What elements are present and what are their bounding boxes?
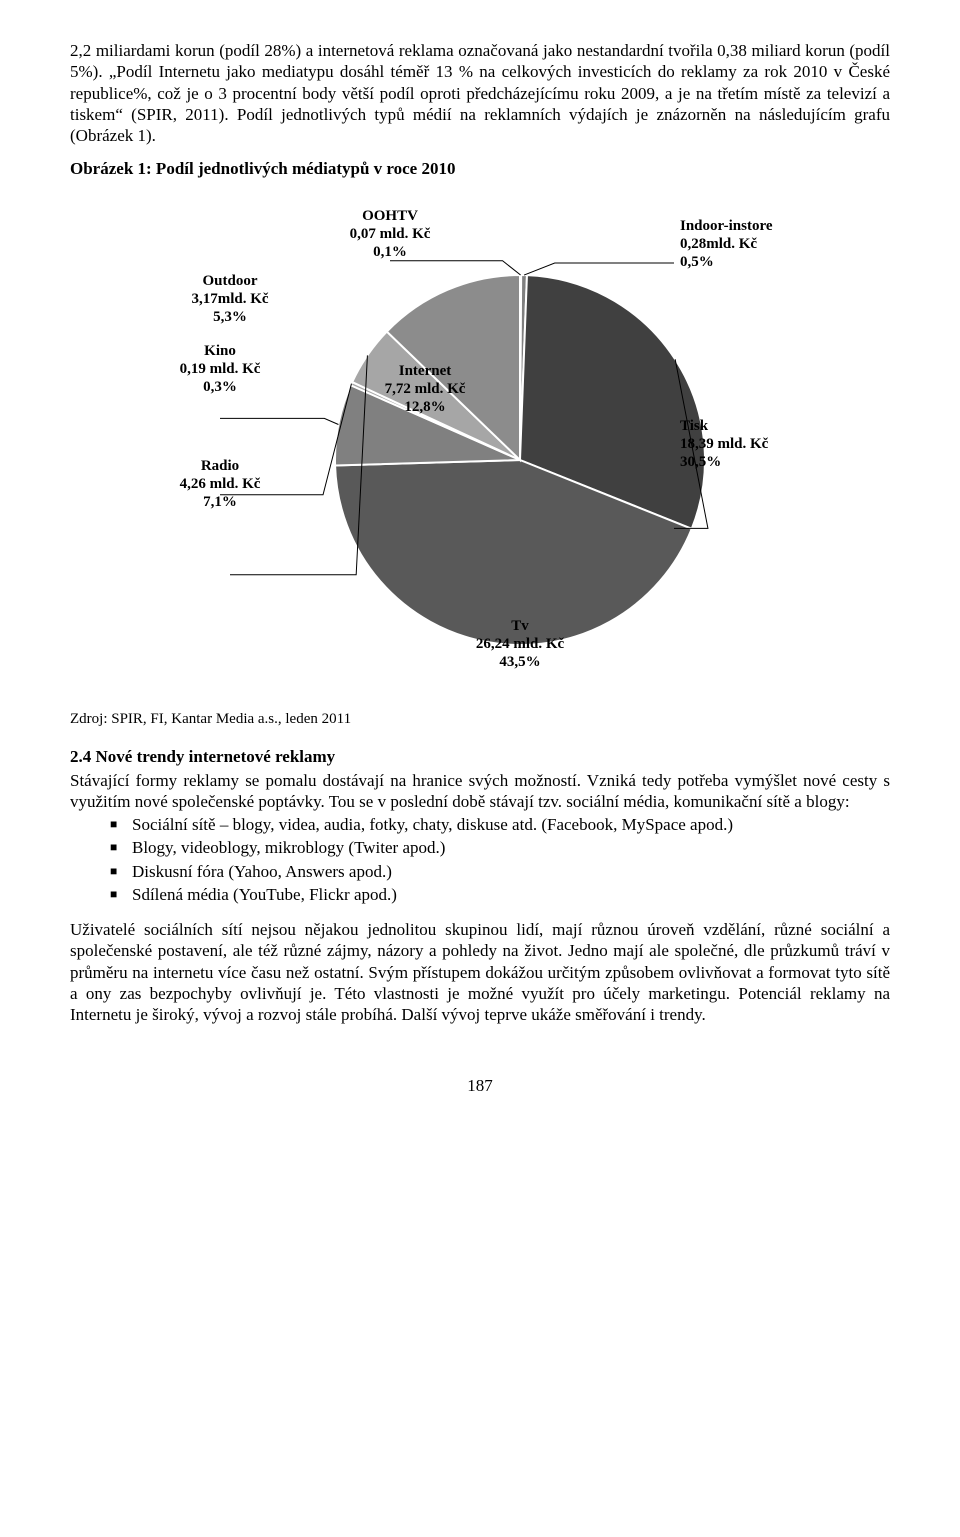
svg-text:0,5%: 0,5% [680, 254, 714, 270]
svg-text:Indoor-instore: Indoor-instore [680, 218, 773, 234]
svg-text:0,3%: 0,3% [203, 379, 237, 395]
svg-text:7,1%: 7,1% [203, 494, 237, 510]
svg-text:Tv: Tv [511, 618, 529, 634]
svg-text:5,3%: 5,3% [213, 309, 247, 325]
leader-radio [220, 418, 338, 424]
pie-chart-container: OOHTV 0,07 mld. Kč 0,1% Indoor-instore 0,28m… [70, 200, 890, 680]
pie-label-oohtv: OOHTV 0,07 mld. Kč 0,1% [350, 208, 431, 260]
leader-oohtv [390, 260, 521, 274]
pie-label-outdoor: Outdoor 3,17mld. Kč 5,3% [191, 273, 268, 325]
svg-text:0,28mld. Kč: 0,28mld. Kč [680, 236, 757, 252]
svg-text:0,1%: 0,1% [373, 244, 407, 260]
figure-caption: Obrázek 1: Podíl jednotlivých médiatypů … [70, 158, 890, 179]
pie-label-indoor: Indoor-instore 0,28mld. Kč 0,5% [680, 218, 773, 270]
svg-text:18,39 mld. Kč: 18,39 mld. Kč [680, 436, 769, 452]
pie-label-radio: Radio 4,26 mld. Kč 7,1% [180, 458, 261, 510]
svg-text:0,07 mld. Kč: 0,07 mld. Kč [350, 226, 431, 242]
svg-text:Outdoor: Outdoor [202, 273, 257, 289]
page-number: 187 [70, 1075, 890, 1096]
svg-text:30,5%: 30,5% [680, 454, 721, 470]
section-intro: Stávající formy reklamy se pomalu dostáv… [70, 770, 890, 813]
intro-paragraph: 2,2 miliardami korun (podíl 28%) a inter… [70, 40, 890, 146]
svg-text:Tisk: Tisk [680, 418, 709, 434]
svg-text:Internet: Internet [399, 363, 452, 379]
figure-source: Zdroj: SPIR, FI, Kantar Media a.s., lede… [70, 710, 890, 729]
pie-label-kino: Kino 0,19 mld. Kč 0,3% [180, 343, 261, 395]
leader-indoor [524, 263, 674, 275]
svg-text:7,72 mld. Kč: 7,72 mld. Kč [385, 381, 466, 397]
pie-label-tisk: Tisk 18,39 mld. Kč 30,5% [680, 418, 769, 470]
list-item: Sociální sítě – blogy, videa, audia, fot… [110, 814, 890, 835]
svg-text:0,19 mld. Kč: 0,19 mld. Kč [180, 361, 261, 377]
closing-paragraph: Uživatelé sociálních sítí nejsou nějakou… [70, 919, 890, 1025]
svg-text:4,26 mld. Kč: 4,26 mld. Kč [180, 476, 261, 492]
page: 2,2 miliardami korun (podíl 28%) a inter… [0, 0, 960, 1137]
list-item: Diskusní fóra (Yahoo, Answers apod.) [110, 861, 890, 882]
svg-text:3,17mld. Kč: 3,17mld. Kč [191, 291, 268, 307]
svg-text:Radio: Radio [201, 458, 239, 474]
svg-text:OOHTV: OOHTV [362, 208, 418, 224]
svg-text:43,5%: 43,5% [499, 654, 540, 670]
list-item: Blogy, videoblogy, mikroblogy (Twiter ap… [110, 837, 890, 858]
list-item: Sdílená média (YouTube, Flickr apod.) [110, 884, 890, 905]
svg-text:26,24 mld. Kč: 26,24 mld. Kč [476, 636, 565, 652]
section-heading: 2.4 Nové trendy internetové reklamy [70, 746, 890, 767]
svg-text:Kino: Kino [204, 343, 236, 359]
bullet-list: Sociální sítě – blogy, videa, audia, fot… [70, 814, 890, 905]
pie-chart: OOHTV 0,07 mld. Kč 0,1% Indoor-instore 0,28m… [120, 200, 840, 680]
svg-text:12,8%: 12,8% [404, 399, 445, 415]
figure-caption-text: Obrázek 1: Podíl jednotlivých médiatypů … [70, 159, 455, 178]
